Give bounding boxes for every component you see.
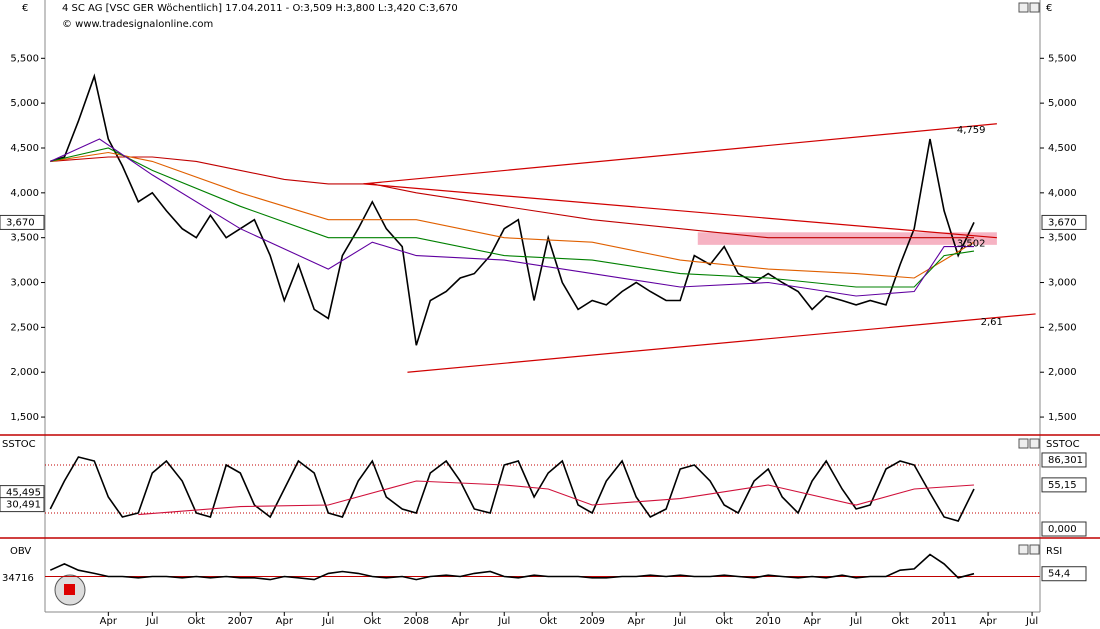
value-marker: [1041, 521, 1087, 537]
trend-line: [363, 123, 997, 185]
value-marker-label: 30,491: [6, 500, 41, 511]
x-tick-label: Okt: [539, 616, 557, 627]
value-marker-label: 0,000: [1048, 524, 1077, 535]
x-tick-label: Apr: [628, 616, 646, 627]
value-marker: [0, 214, 45, 230]
y-tick-label: 5,500: [10, 53, 39, 64]
panel-title: RSI: [1046, 546, 1062, 557]
value-marker-label: 3,670: [6, 217, 35, 228]
close-button[interactable]: [1029, 2, 1040, 13]
close-button[interactable]: [1029, 438, 1040, 449]
y-tick-label: 1,500: [10, 412, 39, 423]
y-tick-label: 5,500: [1048, 53, 1077, 64]
y-tick-label: 3,000: [10, 278, 39, 289]
series-line: [50, 151, 975, 279]
y-tick-label: 2,000: [10, 367, 39, 378]
x-tick-label: Apr: [100, 616, 118, 627]
series-line: [49, 553, 975, 581]
value-marker-label: 54,4: [1048, 569, 1070, 580]
x-tick-label: 2009: [579, 616, 604, 627]
x-tick-label: Jul: [497, 616, 510, 627]
trend-label: 2,61: [981, 317, 1003, 328]
value-marker: [1041, 452, 1087, 468]
maximize-button[interactable]: [1018, 544, 1029, 555]
x-tick-label: Okt: [363, 616, 381, 627]
x-tick-label: Apr: [276, 616, 294, 627]
source: © www.tradesignalonline.com: [62, 19, 213, 30]
trend-label: 3,502: [957, 239, 986, 250]
value-marker-label: 86,301: [1048, 455, 1083, 466]
x-tick-label: 2011: [931, 616, 956, 627]
x-tick-label: 2008: [404, 616, 429, 627]
series-line: [49, 456, 975, 522]
close-button[interactable]: [1029, 544, 1040, 555]
x-tick-label: Apr: [803, 616, 821, 627]
y-tick-label: 4,000: [1048, 188, 1077, 199]
panel-title: SSTOC: [2, 439, 36, 450]
x-tick-label: Okt: [715, 616, 733, 627]
x-tick-label: Okt: [891, 616, 909, 627]
logo-mark: [64, 584, 75, 595]
y-tick-label: 2,500: [10, 322, 39, 333]
x-tick-label: Jul: [321, 616, 334, 627]
currency: €: [22, 3, 28, 14]
x-tick-label: 2007: [228, 616, 253, 627]
x-tick-label: Okt: [188, 616, 206, 627]
panel-title: SSTOC: [1046, 439, 1080, 450]
y-tick-label: 3,500: [1048, 233, 1077, 244]
value-marker: [1041, 214, 1087, 230]
x-tick-label: 2010: [755, 616, 780, 627]
series-line: [50, 138, 974, 297]
trend-line: [407, 313, 1036, 373]
x-tick-label: Apr: [979, 616, 997, 627]
series-line: [138, 480, 975, 516]
series-line: [50, 147, 975, 288]
currency: €: [1046, 3, 1052, 14]
value-marker: [1041, 566, 1087, 582]
value-marker-label: 45,495: [6, 488, 41, 499]
value-marker: [1041, 477, 1087, 493]
resistance-zone: [697, 232, 997, 245]
panel-title: OBV: [10, 546, 31, 557]
x-tick-label: Jul: [145, 616, 158, 627]
x-tick-label: Jul: [1025, 616, 1038, 627]
y-tick-label: 1,500: [1048, 412, 1077, 423]
maximize-button[interactable]: [1018, 2, 1029, 13]
y-tick-label: 4,000: [10, 188, 39, 199]
y-tick-label: 5,000: [1048, 98, 1077, 109]
chart-title: 4 SC AG [VSC GER Wöchentlich] 17.04.2011…: [62, 3, 458, 14]
maximize-button[interactable]: [1018, 438, 1029, 449]
value-marker: [0, 497, 45, 513]
trend-label: 4,759: [957, 125, 986, 136]
trend-line: [363, 183, 997, 239]
x-tick-label: Jul: [849, 616, 862, 627]
y-tick-label: 4,500: [1048, 143, 1077, 154]
y-tick-label: 3,000: [1048, 278, 1077, 289]
x-tick-label: Apr: [452, 616, 470, 627]
y-tick-label: 2,000: [1048, 367, 1077, 378]
obv-value: 34716: [2, 573, 34, 584]
series-line: [50, 73, 975, 346]
x-tick-label: Jul: [673, 616, 686, 627]
value-marker-label: 3,670: [1048, 217, 1077, 228]
y-tick-label: 2,500: [1048, 322, 1077, 333]
series-line: [50, 156, 974, 239]
value-marker-label: 55,15: [1048, 480, 1077, 491]
y-tick-label: 5,000: [10, 98, 39, 109]
y-tick-label: 4,500: [10, 143, 39, 154]
y-tick-label: 3,500: [10, 233, 39, 244]
